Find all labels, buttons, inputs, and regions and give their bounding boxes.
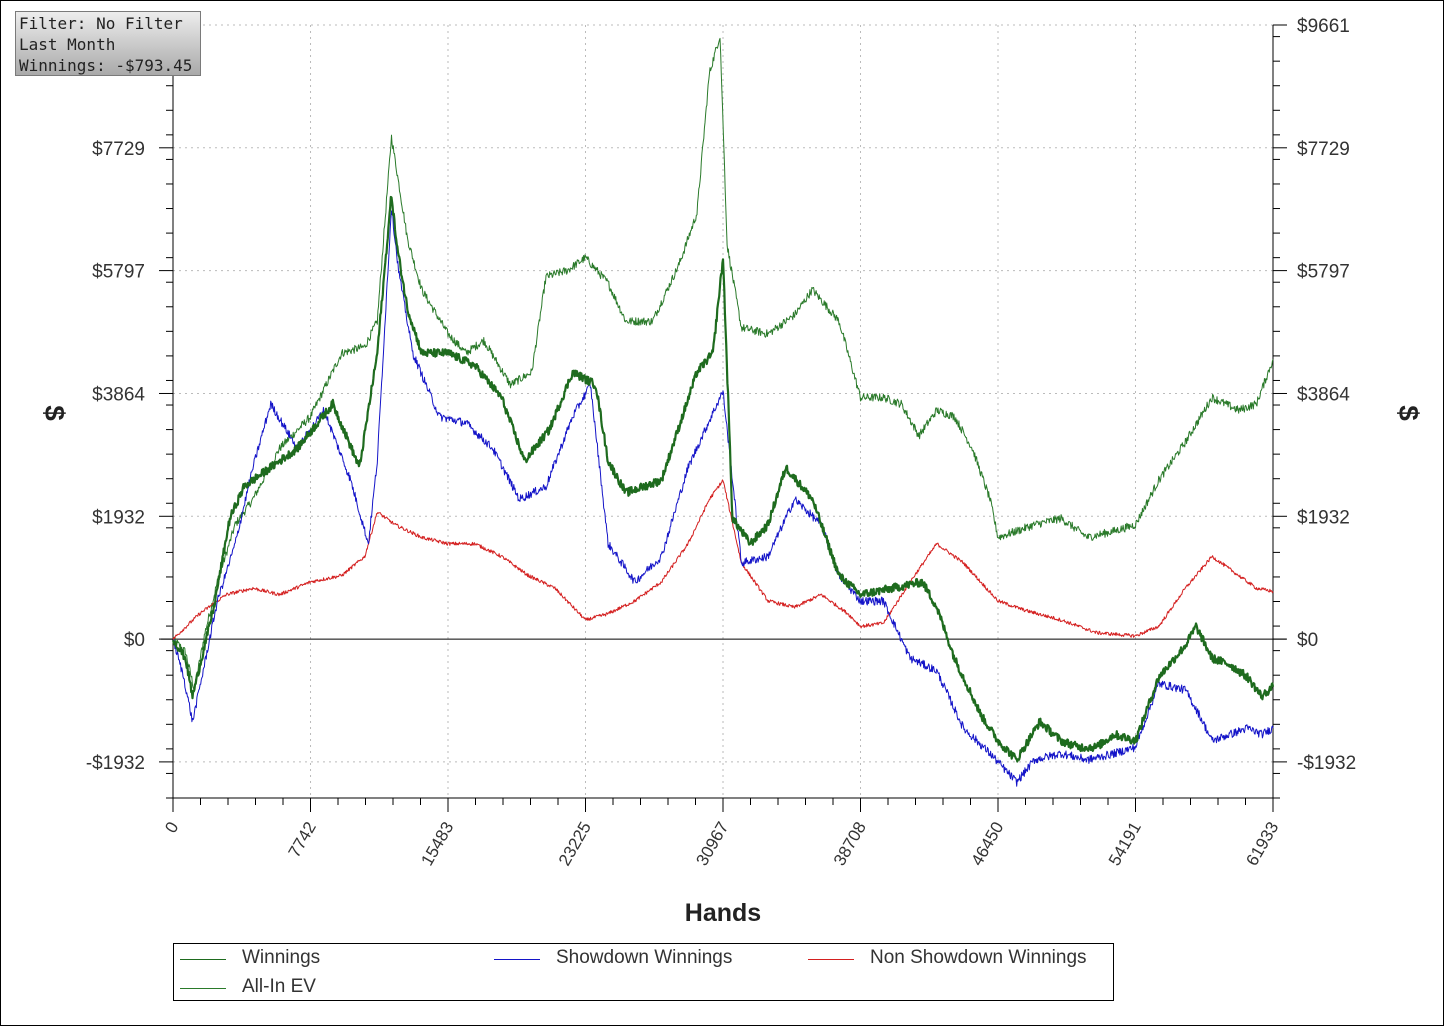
y-tick-label-right: $1932 [1297, 507, 1350, 528]
filter-info-box: Filter: No Filter Last Month Winnings: -… [15, 11, 201, 76]
series-line-showdown-winnings [172, 210, 1274, 787]
chart-legend: Winnings Showdown Winnings Non Showdown … [173, 943, 1114, 1001]
y-tick-label-right: $9661 [1297, 16, 1350, 37]
x-tick-label: 23225 [555, 819, 595, 869]
legend-swatch-showdown [494, 959, 540, 960]
x-tick-label: 0 [161, 819, 182, 837]
legend-swatch-allin-ev [180, 988, 226, 989]
x-tick-label: 54191 [1105, 819, 1145, 869]
axes: 0 7742 15483 23225 30967 38708 46450 54191 61933… [86, 16, 1356, 869]
legend-swatch-non-showdown [808, 959, 854, 960]
x-axis-label: Hands [685, 899, 761, 927]
x-tick-label: 46450 [967, 818, 1007, 868]
series-line-winnings [171, 195, 1275, 763]
filter-text: Filter: No Filter [19, 14, 183, 33]
y-tick-label-right: $5797 [1297, 262, 1350, 283]
grid [161, 24, 1286, 798]
y-tick-label-left: $1932 [92, 507, 145, 528]
x-tick-label: 30967 [692, 819, 732, 869]
legend-label-allin-ev: All-In EV [242, 976, 316, 997]
legend-label-showdown: Showdown Winnings [556, 947, 733, 968]
x-tick-label: 61933 [1242, 819, 1282, 869]
y-tick-label-left: $3864 [92, 384, 145, 405]
x-tick-label: 7742 [285, 819, 320, 861]
series-line-all-in-ev [172, 37, 1274, 692]
y-tick-label-right: -$1932 [1297, 753, 1356, 774]
y-tick-label-right: $0 [1297, 630, 1318, 651]
y-tick-label-left: -$1932 [86, 753, 145, 774]
legend-swatch-winnings [180, 959, 226, 960]
y-tick-label-right: $7729 [1297, 139, 1350, 160]
x-tick-label: 38708 [830, 819, 870, 869]
x-tick-label: 15483 [417, 819, 457, 869]
winnings-text: Winnings: -$793.45 [19, 56, 193, 75]
legend-label-non-showdown: Non Showdown Winnings [870, 947, 1087, 968]
y-tick-label-right: $3864 [1297, 384, 1350, 405]
period-text: Last Month [19, 35, 116, 54]
y-tick-label-left: $0 [124, 630, 145, 651]
y-axis-label-left: $ [39, 405, 70, 421]
series-lines [171, 37, 1275, 787]
y-axis-label-right: $ [1393, 405, 1424, 421]
legend-label-winnings: Winnings [242, 947, 321, 968]
series-line-non-showdown-winnings [172, 479, 1274, 640]
y-tick-label-left: $7729 [92, 139, 145, 160]
y-tick-label-left: $5797 [92, 262, 145, 283]
